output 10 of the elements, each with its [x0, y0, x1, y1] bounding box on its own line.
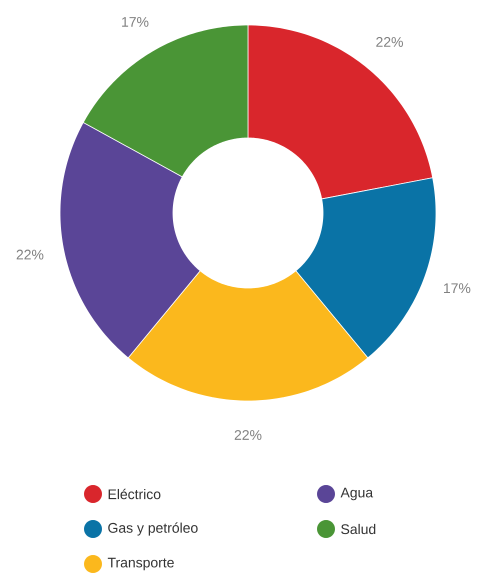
data-label: 22%	[234, 430, 262, 440]
legend-label: Gas y petróleo	[108, 522, 198, 536]
legend-label: Transporte	[108, 558, 174, 570]
data-label: 17%	[122, 17, 148, 27]
data-label: 22%	[16, 250, 44, 260]
legend-label: Agua	[340, 488, 374, 500]
legend-label: Eléctrico	[108, 488, 160, 500]
data-label: 17%	[444, 283, 470, 294]
data-label: 22%	[376, 37, 403, 47]
legend-label: Salud	[341, 524, 376, 534]
